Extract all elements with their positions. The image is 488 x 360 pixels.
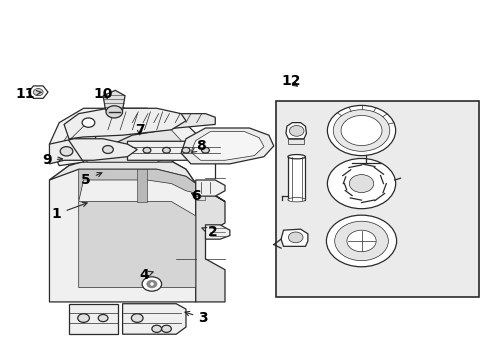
Polygon shape (127, 141, 224, 160)
Polygon shape (69, 304, 118, 334)
Circle shape (288, 232, 303, 243)
Polygon shape (285, 123, 306, 139)
Polygon shape (195, 196, 205, 200)
Circle shape (332, 110, 389, 151)
Polygon shape (64, 119, 181, 162)
Polygon shape (190, 132, 264, 160)
Text: 5: 5 (81, 172, 102, 187)
Circle shape (33, 89, 43, 96)
Polygon shape (49, 108, 195, 166)
Circle shape (78, 314, 89, 322)
Text: 10: 10 (93, 87, 113, 101)
Circle shape (340, 116, 381, 145)
Ellipse shape (287, 154, 305, 159)
Text: 1: 1 (52, 202, 87, 221)
Circle shape (327, 158, 395, 209)
Circle shape (60, 147, 73, 156)
Text: 2: 2 (202, 225, 217, 239)
Circle shape (346, 230, 375, 252)
Polygon shape (103, 90, 125, 110)
Polygon shape (49, 158, 224, 202)
Circle shape (162, 147, 170, 153)
Circle shape (131, 314, 143, 322)
Circle shape (147, 280, 157, 288)
Circle shape (182, 147, 189, 153)
Circle shape (82, 118, 95, 127)
Circle shape (152, 325, 161, 332)
Text: 4: 4 (140, 268, 153, 282)
Polygon shape (287, 157, 305, 200)
Circle shape (98, 315, 108, 321)
Circle shape (327, 105, 395, 156)
Circle shape (348, 175, 373, 193)
Text: 3: 3 (184, 311, 207, 325)
Polygon shape (195, 180, 224, 196)
Text: 8: 8 (191, 139, 205, 153)
Polygon shape (64, 108, 185, 139)
Polygon shape (137, 169, 147, 202)
Circle shape (334, 221, 387, 261)
Text: 7: 7 (135, 123, 144, 137)
Circle shape (102, 145, 113, 153)
Circle shape (161, 325, 171, 332)
Text: 9: 9 (42, 153, 62, 167)
Polygon shape (49, 139, 137, 164)
Circle shape (142, 277, 161, 291)
Polygon shape (205, 225, 229, 239)
Text: 12: 12 (281, 75, 300, 89)
Polygon shape (181, 128, 273, 164)
Polygon shape (195, 184, 224, 302)
Circle shape (143, 147, 151, 153)
Text: 6: 6 (190, 189, 200, 203)
FancyBboxPatch shape (276, 101, 478, 297)
Polygon shape (79, 202, 195, 288)
Polygon shape (287, 139, 304, 144)
Polygon shape (122, 304, 185, 334)
Text: 11: 11 (15, 87, 41, 101)
Polygon shape (79, 169, 200, 202)
Polygon shape (93, 114, 215, 144)
Polygon shape (49, 158, 195, 302)
Circle shape (106, 106, 122, 118)
Polygon shape (281, 229, 307, 246)
Ellipse shape (287, 198, 305, 202)
Circle shape (289, 126, 304, 136)
Circle shape (326, 215, 396, 267)
Circle shape (201, 147, 209, 153)
